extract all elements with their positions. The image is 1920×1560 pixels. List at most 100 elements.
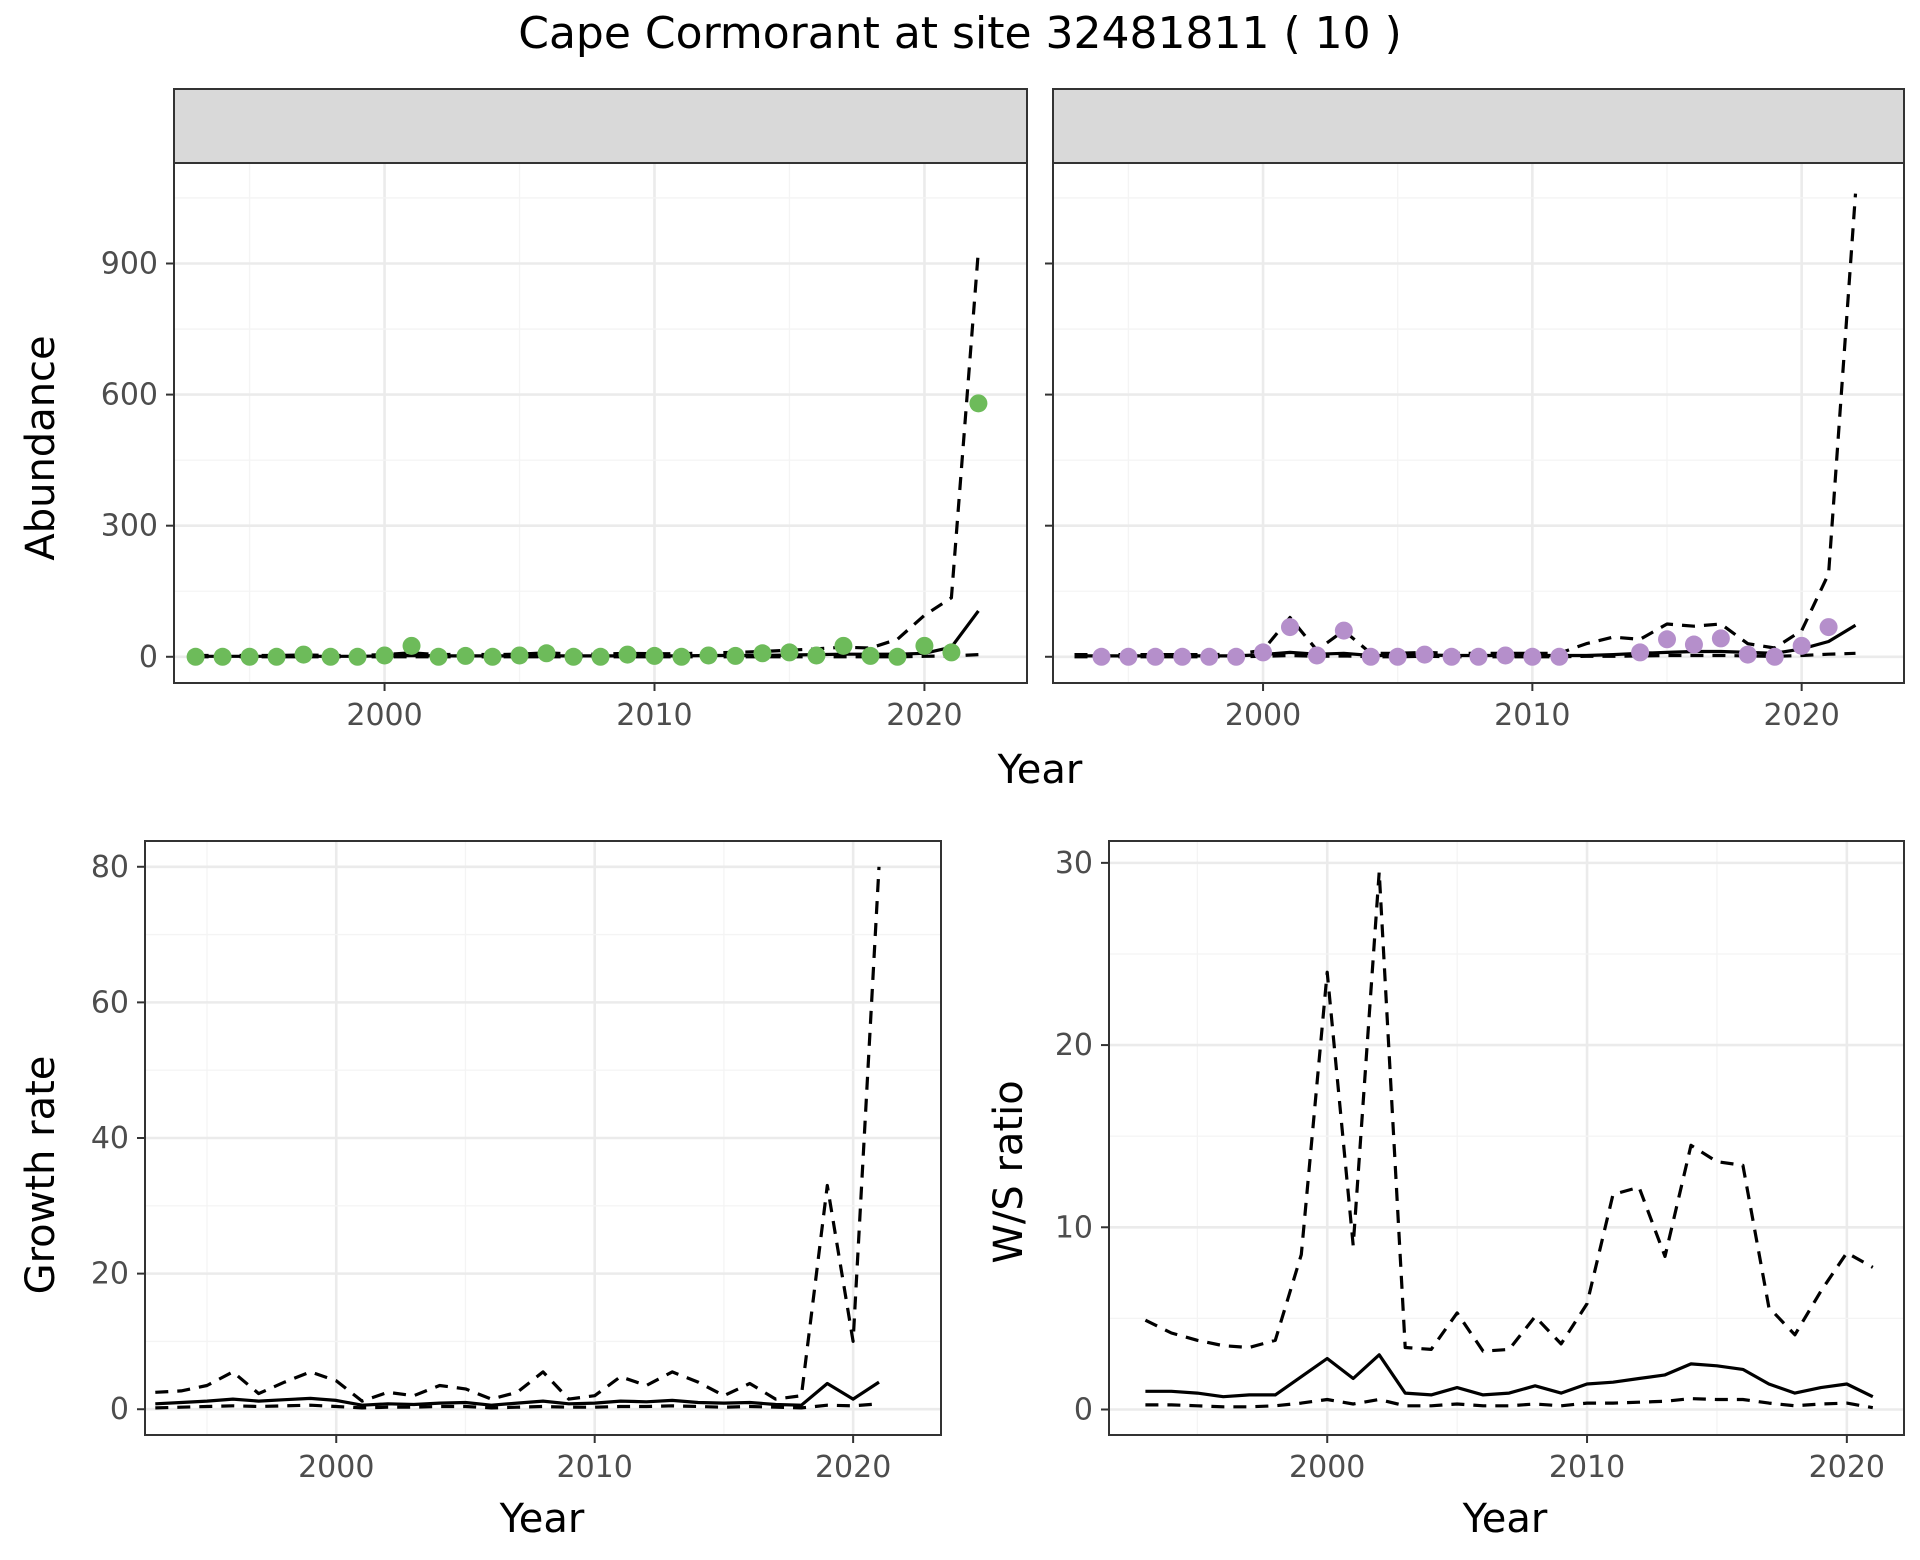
observed-count-point <box>753 644 772 663</box>
observed-count-point <box>1092 647 1111 666</box>
observed-count-point <box>807 646 826 665</box>
observed-count-point <box>537 644 556 663</box>
observed-count-point <box>1819 618 1838 637</box>
y-tick-label: 900 <box>101 247 158 282</box>
observed-count-point <box>591 647 610 666</box>
x-tick-label: 2020 <box>886 698 962 733</box>
observed-count-point <box>861 646 880 665</box>
estimate-line-0 <box>155 1380 880 1407</box>
observed-count-point <box>834 636 853 655</box>
observed-count-point <box>1254 643 1273 662</box>
interval-line-3 <box>1074 651 1856 659</box>
observed-count-point <box>888 647 907 666</box>
y-tick-label: 300 <box>101 509 158 544</box>
observed-count-point <box>402 636 421 655</box>
interval-line-2 <box>155 1402 880 1410</box>
observed-count-point <box>1361 647 1380 666</box>
series-group <box>1144 870 1874 1410</box>
x-tick-label: 2000 <box>1289 1450 1365 1485</box>
observed-count-point <box>969 394 988 413</box>
y-tick-label: 20 <box>91 1257 129 1292</box>
observed-count-point <box>1523 647 1542 666</box>
observed-count-point <box>1227 647 1246 666</box>
observed-count-point <box>375 646 394 665</box>
panel-background <box>1053 163 1904 683</box>
panel-winter: 2000 2010 2020 <box>1045 88 1905 733</box>
x-tick-label: 2010 <box>1549 1450 1625 1485</box>
observed-count-point <box>1469 647 1488 666</box>
observed-count-point <box>1280 618 1299 637</box>
y-tick-label: 0 <box>1074 1392 1093 1427</box>
observed-count-point <box>1765 647 1784 666</box>
series-group <box>186 250 988 666</box>
observed-count-point <box>1173 647 1192 666</box>
y-tick-label: 0 <box>110 1392 129 1427</box>
observed-count-point <box>1334 621 1353 640</box>
x-tick-label: 2020 <box>815 1450 891 1485</box>
x-tick-label: 2000 <box>1225 698 1301 733</box>
estimate-line-0 <box>1145 1353 1874 1399</box>
y-tick-label: 30 <box>1055 846 1093 881</box>
series-group <box>155 866 881 1410</box>
x-tick-label: 2000 <box>298 1450 374 1485</box>
interval-line-2 <box>1145 1396 1874 1410</box>
y-tick-label: 60 <box>91 985 129 1020</box>
figure-title: Cape Cormorant at site 32481811 ( 10 ) <box>518 8 1401 59</box>
observed-count-point <box>1550 647 1569 666</box>
observed-count-point <box>1119 647 1138 666</box>
observed-count-point <box>942 643 961 662</box>
panel-growth: 2000 2010 2020 0 20 40 60 80 <box>91 840 942 1485</box>
observed-count-point <box>1684 635 1703 654</box>
interval-line-1 <box>155 866 881 1403</box>
observed-count-point <box>321 647 340 666</box>
x-tick-label: 2020 <box>1809 1450 1885 1485</box>
observed-count-point <box>213 647 232 666</box>
x-tick-label: 2010 <box>616 698 692 733</box>
x-tick-label: 2020 <box>1763 698 1839 733</box>
y-tick-label: 10 <box>1055 1210 1093 1245</box>
observed-count-point <box>1631 643 1650 662</box>
panel-border <box>1052 162 1905 684</box>
y-tick-label: 20 <box>1055 1028 1093 1063</box>
y-tick-label: 40 <box>91 1121 129 1156</box>
panel-summer: 2000 2010 2020 0 300 600 900 <box>101 88 1028 733</box>
observed-count-point <box>645 646 664 665</box>
panel-ratio: 2000 2010 2020 0 10 20 30 <box>1055 840 1905 1485</box>
observed-count-point <box>294 645 313 664</box>
observed-count-point <box>564 647 583 666</box>
observed-count-point <box>1307 646 1326 665</box>
top-row-y-axis-title: Abundance <box>18 335 64 560</box>
observed-count-point <box>780 643 799 662</box>
observed-count-point <box>483 647 502 666</box>
observed-count-point <box>1388 647 1407 666</box>
x-tick-label: 2000 <box>346 698 422 733</box>
observed-count-point <box>1146 647 1165 666</box>
facet-strip-summer <box>173 88 1028 164</box>
observed-count-point <box>1200 647 1219 666</box>
observed-count-point <box>1415 645 1434 664</box>
observed-count-point <box>1792 636 1811 655</box>
y-tick-label: 0 <box>139 640 158 675</box>
growth-x-axis-title: Year <box>499 1496 585 1542</box>
interval-line-1 <box>1144 870 1874 1353</box>
y-tick-label: 600 <box>101 378 158 413</box>
observed-count-point <box>348 647 367 666</box>
observed-count-point <box>672 647 691 666</box>
panel-border <box>1108 840 1905 1436</box>
panel-background <box>174 163 1027 683</box>
facet-strip-winter <box>1052 88 1905 164</box>
series-group <box>1074 193 1858 666</box>
panel-border <box>173 162 1028 684</box>
observed-count-point <box>1738 645 1757 664</box>
observed-count-point <box>699 646 718 665</box>
observed-count-point <box>1711 629 1730 648</box>
y-tick-label: 80 <box>91 850 129 885</box>
observed-count-point <box>510 646 529 665</box>
observed-count-point <box>456 646 475 665</box>
interval-line-2 <box>1074 193 1858 657</box>
ratio-y-axis-title: W/S ratio <box>986 1080 1032 1263</box>
observed-count-point <box>1496 646 1515 665</box>
observed-count-point <box>618 645 637 664</box>
ratio-x-axis-title: Year <box>1462 1496 1548 1542</box>
